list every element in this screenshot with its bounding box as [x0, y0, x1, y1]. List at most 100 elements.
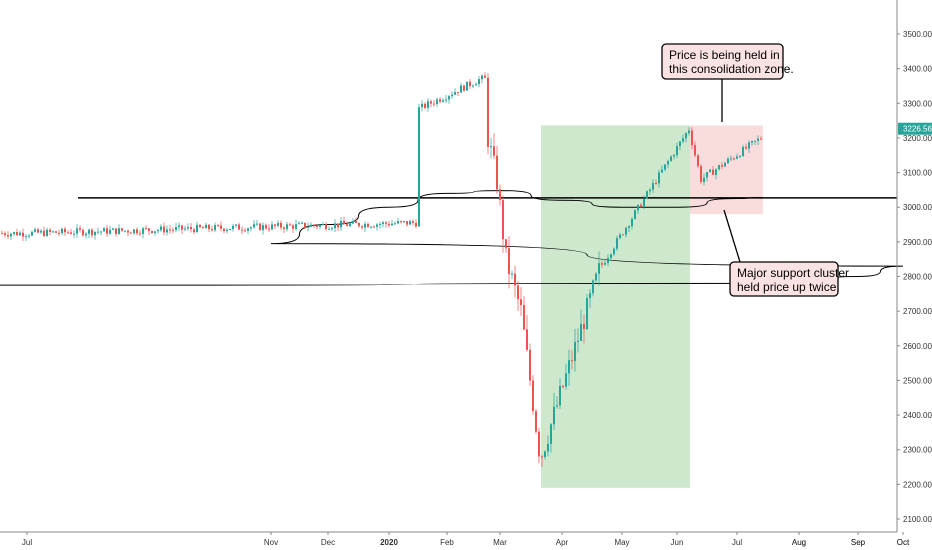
candle	[604, 259, 606, 266]
candle	[412, 219, 414, 226]
candle	[28, 233, 30, 239]
candle	[19, 230, 21, 237]
candle	[754, 140, 756, 146]
candle	[496, 145, 498, 194]
candle	[544, 450, 546, 460]
candle	[310, 222, 312, 228]
candle	[658, 169, 660, 188]
candle	[517, 281, 519, 312]
y-tick-label: 3400.00	[903, 65, 932, 74]
candle	[70, 229, 72, 235]
candle	[139, 229, 141, 236]
candle	[106, 224, 108, 237]
candle	[691, 126, 693, 150]
candle	[142, 226, 144, 239]
candle	[244, 227, 246, 233]
candle	[640, 202, 642, 208]
candle	[523, 296, 525, 331]
candle	[481, 74, 483, 84]
candle	[643, 195, 645, 210]
candle	[103, 226, 105, 232]
candle	[94, 231, 96, 240]
candle	[343, 216, 345, 225]
candle	[607, 254, 609, 267]
candle	[163, 222, 165, 236]
candle	[628, 225, 630, 233]
candle	[43, 226, 45, 238]
candle	[1, 230, 3, 235]
candle	[454, 88, 456, 96]
x-tick-label: Aug	[792, 538, 806, 547]
candle	[493, 133, 495, 160]
candle	[388, 221, 390, 228]
y-tick-label: 3500.00	[903, 30, 932, 39]
candle	[205, 222, 207, 229]
candle	[250, 226, 252, 232]
candle	[550, 423, 552, 453]
candle	[622, 233, 624, 236]
candle	[526, 315, 528, 352]
candle	[667, 159, 669, 169]
candle	[10, 232, 12, 240]
candle	[529, 343, 531, 386]
candle	[562, 384, 564, 389]
candle	[484, 72, 486, 78]
candle	[532, 375, 534, 415]
candle	[652, 179, 654, 193]
candle	[514, 265, 516, 298]
candle	[556, 396, 558, 409]
candle	[490, 137, 492, 159]
y-tick-label: 2500.00	[903, 376, 932, 385]
candle	[367, 222, 369, 228]
candle	[34, 227, 36, 233]
candle	[37, 227, 39, 234]
candle	[439, 97, 441, 104]
candle	[223, 227, 225, 234]
candle	[46, 227, 48, 238]
candle	[364, 221, 366, 232]
candle	[166, 225, 168, 236]
candle	[64, 226, 66, 237]
candle	[721, 162, 723, 170]
candle	[394, 221, 396, 225]
candle	[181, 225, 183, 234]
candle	[760, 136, 762, 141]
y-tick-label: 3300.00	[903, 99, 932, 108]
candle	[97, 227, 99, 235]
candle	[226, 227, 228, 234]
candle	[466, 81, 468, 91]
candle	[187, 223, 189, 231]
y-tick-label: 2700.00	[903, 307, 932, 316]
candle	[679, 140, 681, 150]
candle	[634, 209, 636, 220]
y-tick-label: 3100.00	[903, 169, 932, 178]
candle	[274, 223, 276, 230]
candle	[745, 143, 747, 150]
candle	[157, 228, 159, 234]
candle	[151, 230, 153, 234]
y-tick-label: 2600.00	[903, 342, 932, 351]
candle	[256, 219, 258, 227]
candle	[535, 408, 537, 434]
candle	[322, 221, 324, 226]
candle	[421, 100, 423, 112]
x-tick-label: Jun	[671, 538, 684, 547]
candle	[619, 232, 621, 240]
candle	[436, 97, 438, 107]
candle	[16, 228, 18, 236]
candle	[553, 392, 555, 431]
candle	[631, 217, 633, 230]
candle	[664, 164, 666, 172]
candle	[31, 230, 33, 237]
candle	[724, 161, 726, 167]
candle	[706, 171, 708, 182]
candle	[301, 221, 303, 225]
candle	[469, 79, 471, 89]
candle	[568, 349, 570, 387]
x-tick-label: 2020	[380, 538, 398, 547]
candle	[580, 309, 582, 342]
candle	[373, 225, 375, 228]
